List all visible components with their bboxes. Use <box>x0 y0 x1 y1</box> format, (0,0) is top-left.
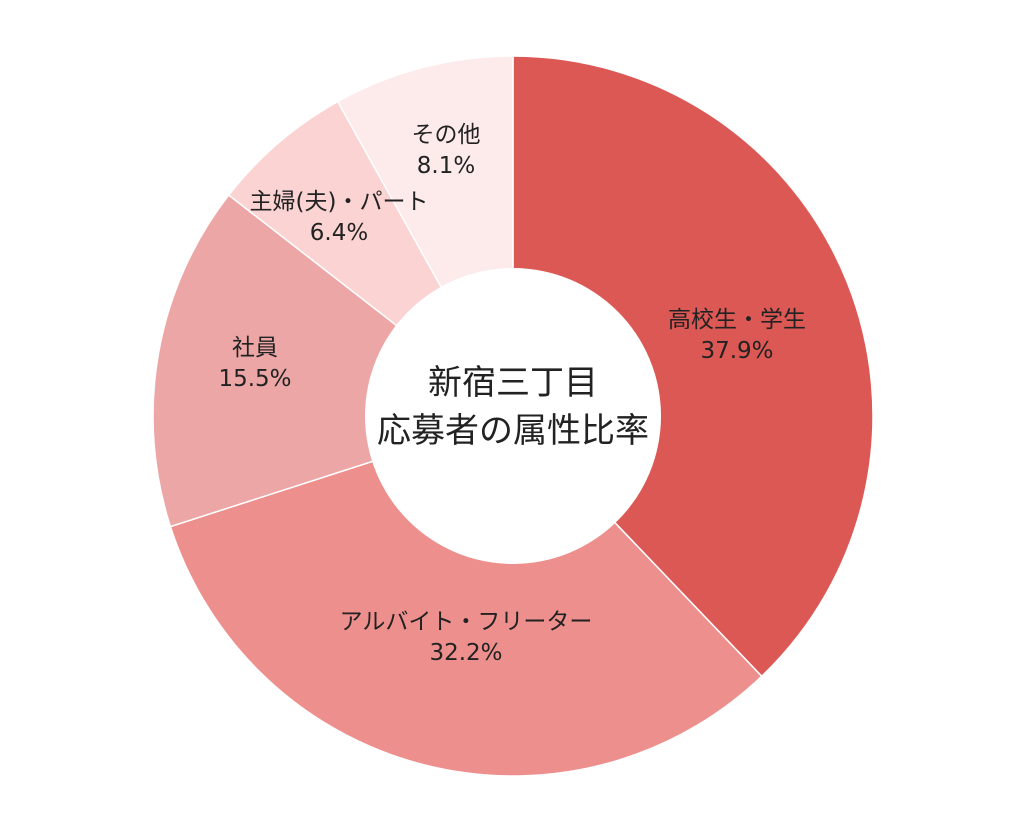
slice-value-label: 15.5% <box>218 366 291 392</box>
donut-hole <box>365 268 661 564</box>
center-title-line-2: 応募者の属性比率 <box>377 411 649 451</box>
slice-name-label: 社員 <box>232 335 278 361</box>
slice-name-label: その他 <box>412 122 481 148</box>
slice-name-label: アルバイト・フリーター <box>340 609 593 635</box>
slice-name-label: 主婦(夫)・パート <box>250 189 429 215</box>
slice-name-label: 高校生・学生 <box>668 307 806 333</box>
pie-slice <box>169 415 763 777</box>
slice-value-label: 32.2% <box>429 640 502 666</box>
slice-labels-group: 高校生・学生 37.9% アルバイト・フリーター 32.2% 社員 15.5% 主婦(夫)・… <box>218 122 806 666</box>
center-title-line-1: 新宿三丁目 <box>428 363 598 403</box>
pie-slice <box>512 55 874 678</box>
slice-value-label: 6.4% <box>310 220 368 246</box>
slice-value-label: 37.9% <box>700 338 773 364</box>
slice-value-label: 8.1% <box>417 153 475 179</box>
